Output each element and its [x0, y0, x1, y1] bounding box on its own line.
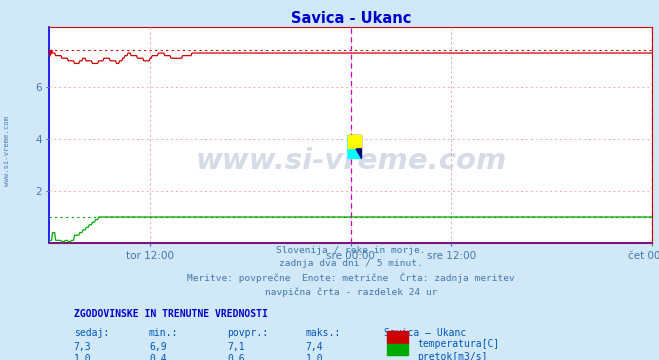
Polygon shape — [348, 135, 361, 158]
Text: sedaj:: sedaj: — [74, 328, 109, 338]
Bar — [348, 135, 355, 148]
Text: temperatura[C]: temperatura[C] — [417, 339, 500, 350]
Text: 7,1: 7,1 — [227, 342, 245, 352]
Text: 0,4: 0,4 — [149, 354, 167, 360]
Text: 1,0: 1,0 — [306, 354, 324, 360]
Bar — [387, 344, 408, 355]
Text: min.:: min.: — [149, 328, 179, 338]
Text: pretok[m3/s]: pretok[m3/s] — [417, 352, 488, 360]
Text: 7,4: 7,4 — [306, 342, 324, 352]
Polygon shape — [348, 135, 361, 158]
Text: 0,6: 0,6 — [227, 354, 245, 360]
Text: www.si-vreme.com: www.si-vreme.com — [3, 116, 10, 186]
Text: maks.:: maks.: — [306, 328, 341, 338]
Text: 1,0: 1,0 — [74, 354, 91, 360]
Text: ZGODOVINSKE IN TRENUTNE VREDNOSTI: ZGODOVINSKE IN TRENUTNE VREDNOSTI — [74, 309, 268, 319]
Text: Savica – Ukanc: Savica – Ukanc — [384, 328, 467, 338]
Text: www.si-vreme.com: www.si-vreme.com — [195, 147, 507, 175]
Title: Savica - Ukanc: Savica - Ukanc — [291, 11, 411, 26]
Text: 6,9: 6,9 — [149, 342, 167, 352]
Bar — [387, 332, 408, 343]
Bar — [348, 135, 361, 147]
Text: Slovenija / reke in morje.
zadnja dva dni / 5 minut.
Meritve: povprečne  Enote: : Slovenija / reke in morje. zadnja dva dn… — [187, 246, 515, 297]
Text: povpr.:: povpr.: — [227, 328, 268, 338]
Text: 7,3: 7,3 — [74, 342, 91, 352]
